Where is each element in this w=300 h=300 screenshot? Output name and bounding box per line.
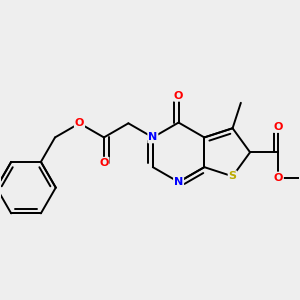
Text: O: O [99, 158, 109, 168]
Text: O: O [174, 91, 183, 101]
Text: S: S [229, 171, 237, 181]
Text: O: O [274, 122, 283, 132]
Text: N: N [174, 177, 183, 187]
Text: O: O [75, 118, 84, 128]
Text: N: N [148, 132, 158, 142]
Text: O: O [274, 172, 283, 183]
